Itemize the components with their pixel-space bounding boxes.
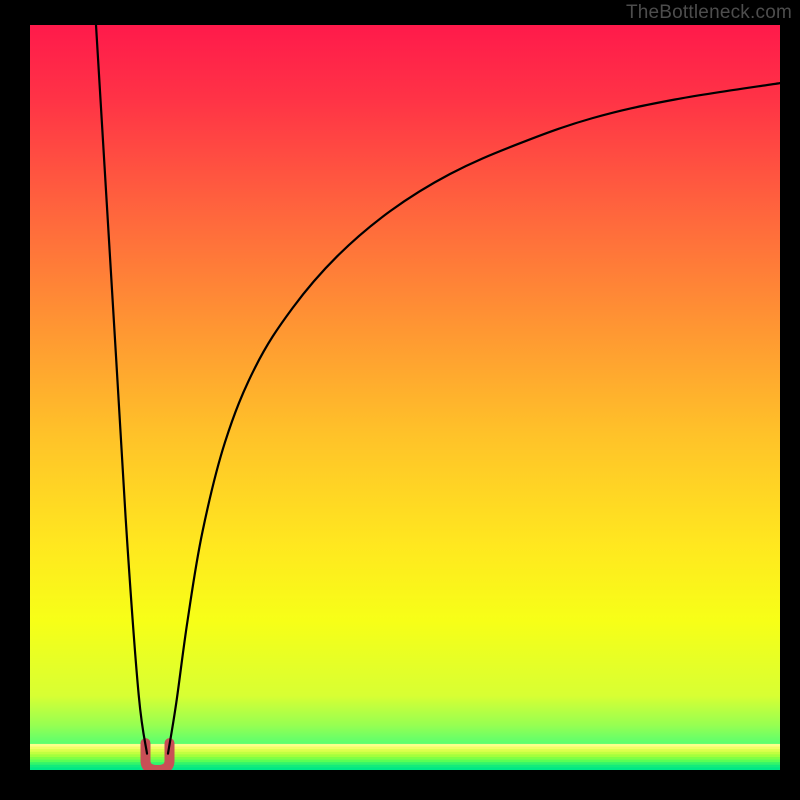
chart-svg xyxy=(30,25,780,770)
plot-area xyxy=(30,25,780,770)
watermark-text: TheBottleneck.com xyxy=(620,0,800,26)
